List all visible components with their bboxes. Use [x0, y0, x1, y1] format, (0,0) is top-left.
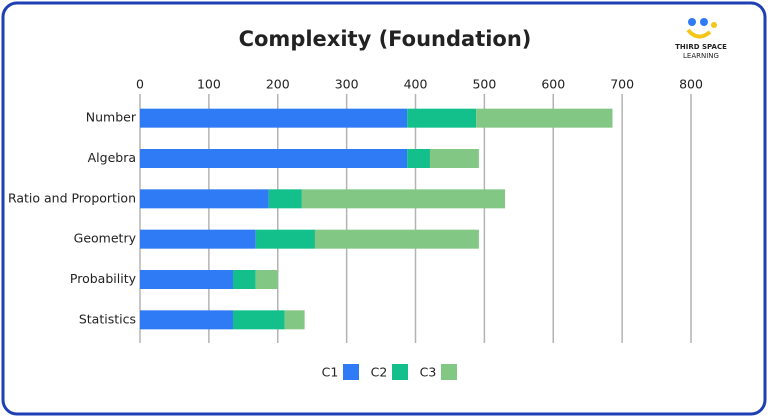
bar	[314, 229, 479, 249]
x-tick-label: 600	[541, 77, 565, 92]
y-tick-label: Ratio and Proportion	[8, 190, 136, 205]
bar	[301, 189, 506, 209]
bar	[429, 149, 479, 168]
logo-dot	[700, 18, 708, 26]
bar	[407, 149, 430, 168]
chart-title: Complexity (Foundation)	[239, 27, 532, 51]
x-tick-label: 400	[404, 77, 428, 92]
y-tick-label: Algebra	[88, 150, 136, 165]
legend-swatch	[392, 364, 408, 380]
logo-smile	[686, 28, 712, 39]
bar	[268, 189, 302, 209]
bar	[476, 108, 613, 128]
bar	[140, 229, 256, 249]
x-tick-label: 100	[197, 77, 221, 92]
y-tick-label: Statistics	[79, 311, 136, 326]
bar	[284, 310, 305, 330]
y-tick-label: Number	[86, 110, 137, 125]
bar	[407, 108, 477, 128]
bar	[140, 189, 269, 209]
y-tick-label: Geometry	[74, 231, 137, 246]
bar	[140, 108, 408, 128]
x-tick-label: 200	[266, 77, 290, 92]
bar	[255, 229, 315, 249]
x-tick-label: 500	[472, 77, 496, 92]
bar	[232, 310, 285, 330]
legend-swatch	[343, 364, 359, 380]
x-tick-label: 800	[679, 77, 703, 92]
bar	[255, 270, 278, 289]
logo: THIRD SPACE LEARNING	[675, 18, 727, 60]
legend-swatch	[441, 364, 457, 380]
logo-text: THIRD SPACE	[675, 43, 727, 51]
y-tick-label: Probability	[70, 271, 137, 286]
logo-dot	[688, 18, 696, 26]
bar	[140, 310, 233, 330]
legend-label: C1	[322, 365, 339, 380]
logo-text: LEARNING	[683, 52, 719, 60]
x-tick-label: 0	[136, 77, 144, 92]
bar	[232, 270, 256, 289]
bar	[140, 270, 233, 289]
logo-dot	[711, 22, 717, 28]
x-tick-label: 300	[335, 77, 359, 92]
x-tick-label: 700	[610, 77, 634, 92]
bar	[140, 149, 408, 168]
legend-label: C3	[420, 365, 437, 380]
legend-label: C2	[371, 365, 388, 380]
